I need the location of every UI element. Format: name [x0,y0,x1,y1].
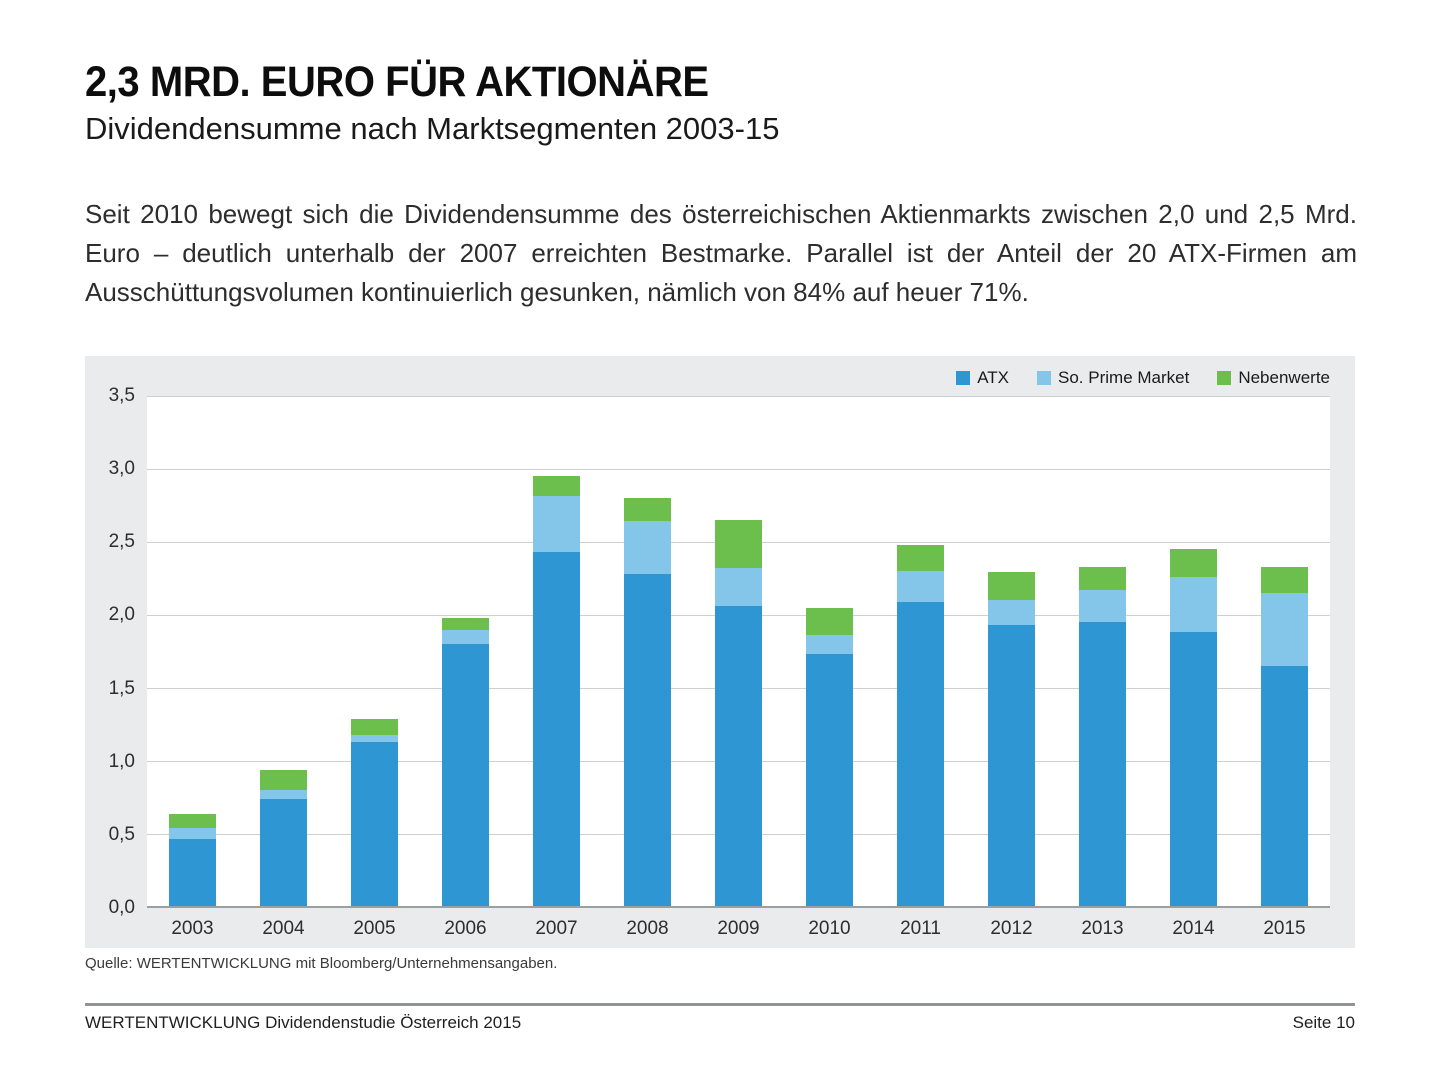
bar-segment-2010-nebenwerte [806,607,853,636]
legend-swatch-icon [956,371,971,385]
bar-segment-2010-atx [806,654,853,906]
intro-paragraph: Seit 2010 bewegt sich die Dividendensumm… [85,199,1357,307]
y-tick-label: 3,0 [108,458,135,480]
bar-segment-2012-nebenwerte [988,572,1035,601]
x-tick-label: 2012 [990,918,1033,939]
bar-segment-2005-nebenwerte [351,718,398,735]
source-note: Quelle: WERTENTWICKLUNG mit Bloomberg/Un… [85,955,558,972]
y-tick-label: 3,5 [108,385,135,406]
x-tick-label: 2011 [900,918,941,939]
y-tick-label: 0,5 [108,823,135,845]
bar-segment-2015-atx [1261,666,1308,906]
x-tick-label: 2010 [808,918,851,939]
bar-segment-2011-nebenwerte [897,544,944,572]
legend-item-atx: ATX [956,368,1009,388]
gridline [147,396,1330,397]
bar-segment-2011-so-prime-market [897,571,944,602]
bar-segment-2008-atx [624,573,671,906]
bar-segment-2011-atx [897,601,944,906]
legend-swatch-icon [1217,371,1232,385]
legend-item-so-prime-market: So. Prime Market [1037,368,1189,388]
bar-segment-2009-so-prime-market [715,568,762,607]
bar-segment-2006-nebenwerte [442,617,489,630]
bar-segment-2003-nebenwerte [169,813,216,829]
bar-segment-2007-nebenwerte [533,475,580,497]
footer-study-title: WERTENTWICKLUNG Dividendenstudie Österre… [85,1013,522,1032]
x-tick-label: 2013 [1081,918,1124,939]
bar-segment-2014-so-prime-market [1170,576,1217,633]
x-tick-label: 2014 [1172,918,1215,939]
bar-segment-2007-so-prime-market [533,496,580,552]
x-tick-label: 2004 [262,918,305,939]
bar-segment-2014-nebenwerte [1170,549,1217,577]
bar-segment-2003-so-prime-market [169,828,216,839]
bar-segment-2013-so-prime-market [1079,590,1126,623]
x-tick-label: 2006 [444,918,487,939]
legend-label: Nebenwerte [1238,368,1330,387]
legend-item-nebenwerte: Nebenwerte [1217,368,1330,388]
bar-segment-2010-so-prime-market [806,635,853,655]
gridline [147,468,1330,470]
page-subtitle: Dividendensumme nach Marktsegmenten 2003… [85,111,780,146]
page-title: 2,3 MRD. EURO FÜR AKTIONÄRE [85,58,709,106]
x-tick-label: 2005 [353,918,396,939]
footer-divider [85,1003,1355,1006]
bar-segment-2015-nebenwerte [1261,566,1308,593]
y-tick-label: 1,5 [108,677,135,699]
x-tick-label: 2003 [171,918,214,939]
y-tick-label: 0,0 [108,897,135,918]
bar-segment-2012-so-prime-market [988,600,1035,626]
bar-segment-2012-atx [988,625,1035,906]
bar-segment-2004-nebenwerte [260,769,307,791]
legend-label: ATX [977,368,1010,387]
y-tick-label: 2,5 [108,531,135,553]
bar-segment-2014-atx [1170,632,1217,906]
bar-segment-2004-so-prime-market [260,790,307,800]
bar-segment-2003-atx [169,838,216,906]
bar-segment-2005-so-prime-market [351,734,398,743]
bar-segment-2005-atx [351,742,398,906]
bar-segment-2013-nebenwerte [1079,566,1126,591]
footer-page-number: Seite 10 [1292,1013,1355,1032]
x-tick-label: 2008 [626,918,669,939]
legend-swatch-icon [1037,371,1052,385]
bar-segment-2006-so-prime-market [442,629,489,645]
bar-segment-2007-atx [533,552,580,906]
y-tick-label: 2,0 [108,604,135,626]
x-tick-label: 2015 [1263,918,1306,939]
bar-segment-2006-atx [442,644,489,906]
x-tick-label: 2007 [535,918,578,939]
y-tick-label: 1,0 [108,750,135,772]
legend: ATX So. Prime Market Nebenwerte [956,368,1330,388]
bar-segment-2004-atx [260,799,307,906]
plot-area [147,396,1330,908]
bar-segment-2008-nebenwerte [624,497,671,522]
bar-segment-2009-nebenwerte [715,519,762,569]
bar-segment-2008-so-prime-market [624,521,671,574]
bar-segment-2013-atx [1079,622,1126,906]
x-tick-label: 2009 [717,918,760,939]
bar-segment-2009-atx [715,606,762,906]
chart-panel: ATX So. Prime Market Nebenwerte 0,0 0,5 1,0 1… [85,356,1355,948]
bar-segment-2015-so-prime-market [1261,592,1308,667]
legend-label: So. Prime Market [1058,368,1190,387]
